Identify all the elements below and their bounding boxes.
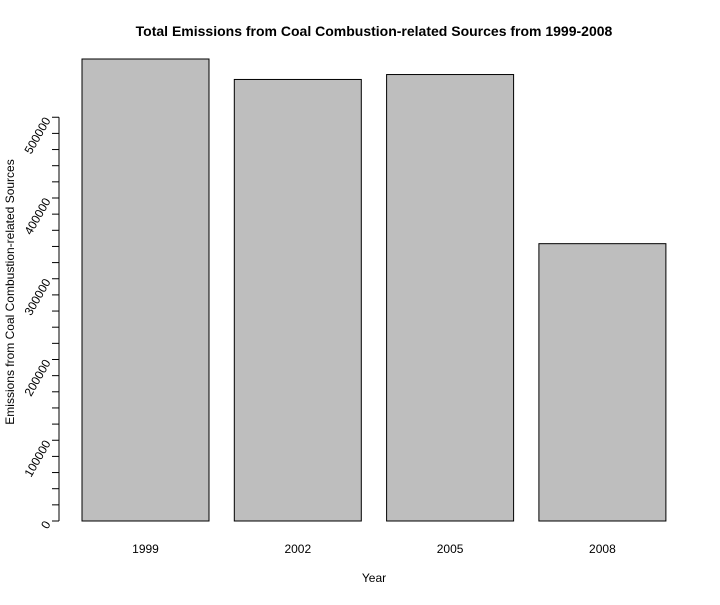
x-tick-label-2008: 2008 — [589, 542, 616, 556]
bar-2002 — [233, 78, 362, 522]
x-tick-label-1999: 1999 — [132, 542, 159, 556]
chart-title: Total Emissions from Coal Combustion-rel… — [136, 23, 613, 39]
bar-2005 — [386, 74, 515, 522]
y-tick-label-500000: 500000 — [21, 114, 53, 156]
y-tick-label-400000: 400000 — [21, 195, 53, 237]
x-axis-label: Year — [362, 571, 386, 585]
y-tick-label-200000: 200000 — [21, 357, 53, 399]
x-axis-category-labels: 1999 2002 2005 2008 — [132, 542, 616, 556]
y-axis-label: Emissions from Coal Combustion-related S… — [3, 159, 17, 424]
bar-1999 — [81, 58, 210, 522]
y-tick-label-0: 0 — [38, 518, 54, 531]
y-tick-label-100000: 100000 — [21, 437, 53, 479]
y-tick-label-300000: 300000 — [21, 276, 53, 318]
bar-series — [81, 58, 667, 522]
x-tick-label-2002: 2002 — [284, 542, 311, 556]
bar-2008 — [538, 243, 667, 522]
y-axis: 0 100000 200000 300000 400000 500000 — [21, 114, 60, 531]
x-tick-label-2005: 2005 — [437, 542, 464, 556]
